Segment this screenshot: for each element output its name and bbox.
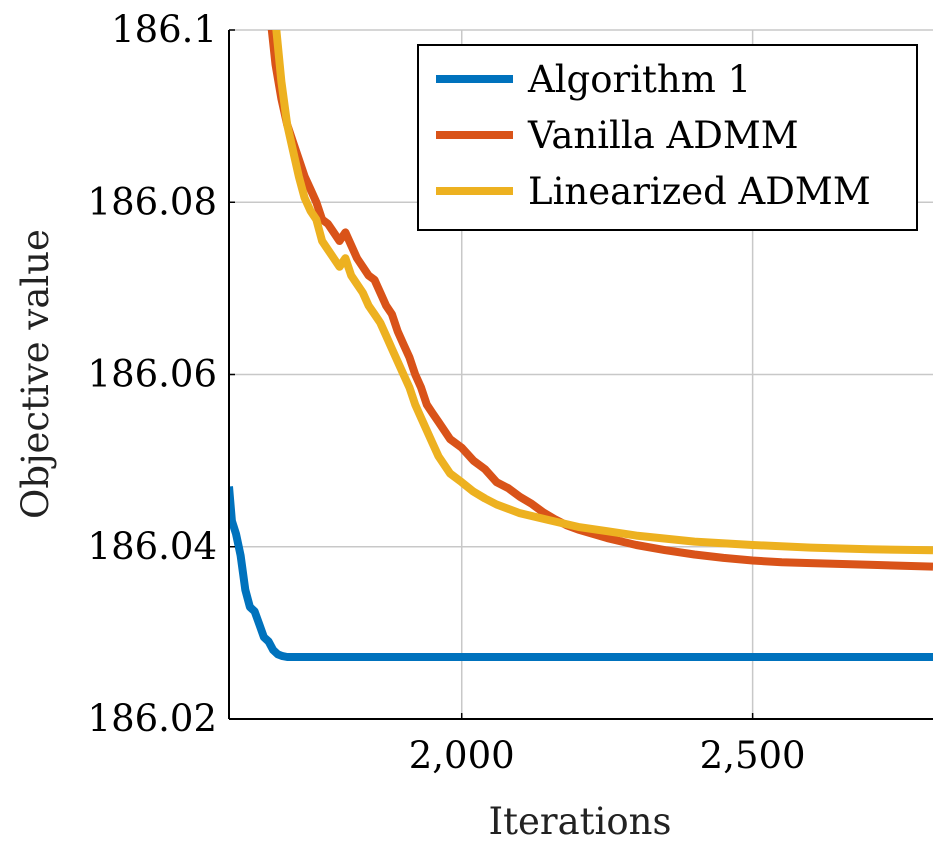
y-tick-label: 186.02 bbox=[88, 697, 217, 740]
x-axis-title: Iterations bbox=[489, 800, 672, 843]
series-line-linearized-admm bbox=[272, 30, 933, 555]
legend-label-vanilla-admm: Vanilla ADMM bbox=[527, 114, 799, 157]
x-tick-label: 2,000 bbox=[409, 734, 515, 777]
legend-label-linearized-admm: Linearized ADMM bbox=[528, 170, 871, 213]
y-tick-label: 186.08 bbox=[88, 180, 217, 223]
y-tick-label: 186.04 bbox=[88, 525, 217, 568]
x-tick-label: 2,500 bbox=[700, 734, 806, 777]
y-axis-title: Objective value bbox=[14, 229, 57, 519]
legend: Algorithm 1 Vanilla ADMM Linearized ADMM bbox=[417, 44, 918, 231]
x-tick-labels: 2,000 2,500 bbox=[409, 734, 806, 777]
series-group bbox=[229, 30, 933, 661]
series-line-algorithm-1 bbox=[229, 486, 933, 661]
axes bbox=[228, 29, 933, 720]
y-tick-label: 186.1 bbox=[111, 8, 217, 51]
legend-label-algorithm-1: Algorithm 1 bbox=[527, 58, 751, 101]
y-tick-label: 186.06 bbox=[88, 353, 217, 396]
series-line-vanilla-admm bbox=[267, 30, 933, 571]
y-tick-labels: 186.02 186.04 186.06 186.08 186.1 bbox=[88, 8, 217, 740]
